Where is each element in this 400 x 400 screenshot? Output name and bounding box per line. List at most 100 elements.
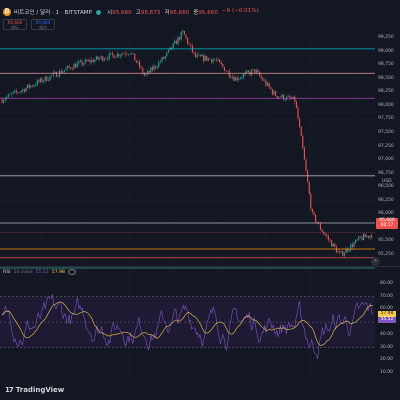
- candle-body: [39, 78, 41, 82]
- rsi-params: 14 close: [13, 269, 33, 275]
- candle-body: [135, 60, 137, 63]
- candle-body: [71, 68, 73, 70]
- rsi-name: RSI: [3, 269, 11, 275]
- candle-body: [38, 80, 40, 82]
- symbol-title[interactable]: 비트코인 / 달러 · 1 · BITSTAMP: [14, 10, 93, 16]
- candle-body: [145, 73, 147, 76]
- candle-body: [28, 84, 30, 88]
- candle-body: [23, 89, 25, 92]
- market-status-icon: [96, 9, 102, 15]
- candle-body: [324, 233, 326, 235]
- candle-body: [81, 60, 83, 65]
- symbol-info[interactable]: ₿ 비트코인 / 달러 · 1 · BITSTAMP 시95,660 고95,6…: [3, 7, 259, 17]
- candle-body: [268, 83, 270, 88]
- candle-body: [265, 80, 267, 86]
- candle-body: [9, 94, 11, 95]
- candle-body: [270, 87, 272, 90]
- candle-body: [43, 80, 45, 83]
- candle-body: [51, 75, 53, 76]
- candle-body: [225, 71, 227, 72]
- candle-body: [222, 64, 224, 67]
- candle-body: [7, 94, 9, 97]
- candle-body: [326, 234, 328, 237]
- candle-body: [47, 80, 49, 81]
- candle-body: [281, 94, 283, 98]
- candle-body: [55, 71, 57, 77]
- tradingview-logo[interactable]: 17 TradingView: [5, 386, 64, 394]
- candle-body: [275, 91, 277, 97]
- candle-body: [97, 56, 99, 60]
- candle-body: [17, 92, 19, 93]
- candle-body: [172, 43, 174, 49]
- candle-body: [358, 236, 360, 240]
- candle-body: [73, 64, 75, 70]
- candle-body: [52, 72, 54, 76]
- candle-body: [323, 231, 325, 234]
- candle-body: [206, 55, 208, 61]
- candle-body: [204, 55, 206, 61]
- rsi-legend[interactable]: RSI 14 close 55.52 57.98: [3, 269, 76, 275]
- candle-body: [198, 54, 200, 56]
- candle-body: [350, 244, 352, 251]
- candle-body: [126, 54, 128, 55]
- candle-body: [212, 59, 214, 63]
- rsi-ma-value: 57.98: [51, 269, 65, 275]
- candle-body: [134, 53, 136, 61]
- candle-body: [108, 53, 110, 60]
- candle-body: [121, 53, 123, 56]
- ohlc-values: 시95,660 고95,673 저95,660 종95,660 −9 (−0.0…: [107, 8, 259, 16]
- candle-body: [294, 96, 296, 102]
- candle-body: [180, 32, 182, 40]
- candle-body: [14, 90, 16, 93]
- candle-body: [174, 40, 176, 44]
- candle-body: [44, 76, 46, 81]
- candle-body: [3, 100, 5, 103]
- scroll-to-realtime-icon[interactable]: »: [371, 257, 380, 266]
- candle-body: [107, 58, 109, 60]
- candle-body: [255, 70, 257, 73]
- candle-body: [27, 84, 29, 88]
- price-change: −9 (−0.01%): [221, 8, 259, 14]
- candle-body: [190, 44, 192, 46]
- candle-body: [347, 248, 349, 252]
- price-tick-label: 98,500: [378, 75, 394, 81]
- candle-body: [155, 65, 157, 68]
- candle-body: [331, 240, 333, 247]
- candle-body: [215, 59, 217, 61]
- candle-body: [113, 54, 115, 59]
- price-tick-label: 96,750: [378, 170, 394, 176]
- candle-body: [364, 234, 366, 237]
- candle-body: [94, 59, 96, 63]
- candle-body: [235, 77, 237, 81]
- visibility-icon[interactable]: [67, 269, 76, 275]
- candle-body: [164, 56, 166, 59]
- candle-body: [199, 54, 201, 57]
- candle-body: [276, 96, 278, 98]
- candle-body: [91, 59, 93, 63]
- sell-button[interactable]: 95,660 매도: [3, 19, 27, 30]
- bitcoin-icon: ₿: [3, 8, 11, 16]
- pane-divider[interactable]: [0, 266, 400, 267]
- candle-body: [171, 47, 173, 49]
- candle-body: [35, 85, 37, 86]
- candle-body: [300, 126, 302, 136]
- candle-body: [209, 58, 211, 60]
- candle-body: [54, 71, 56, 73]
- candle-body: [254, 69, 256, 73]
- rsi-tick-label: 30.00: [380, 344, 393, 350]
- price-tick-label: 98,750: [378, 62, 394, 68]
- candle-body: [207, 58, 209, 61]
- candle-body: [179, 37, 181, 40]
- candle-body: [257, 70, 259, 72]
- price-tick-label: 97,500: [378, 129, 394, 135]
- candle-body: [4, 99, 6, 101]
- candle-body: [332, 243, 334, 247]
- buy-button[interactable]: 95,684 매수: [31, 19, 55, 30]
- candle-body: [143, 73, 145, 76]
- candle-body: [246, 70, 248, 73]
- candle-body: [356, 239, 358, 241]
- candle-body: [214, 59, 216, 61]
- price-tick-label: 98,250: [378, 89, 394, 95]
- candle-body: [217, 59, 219, 61]
